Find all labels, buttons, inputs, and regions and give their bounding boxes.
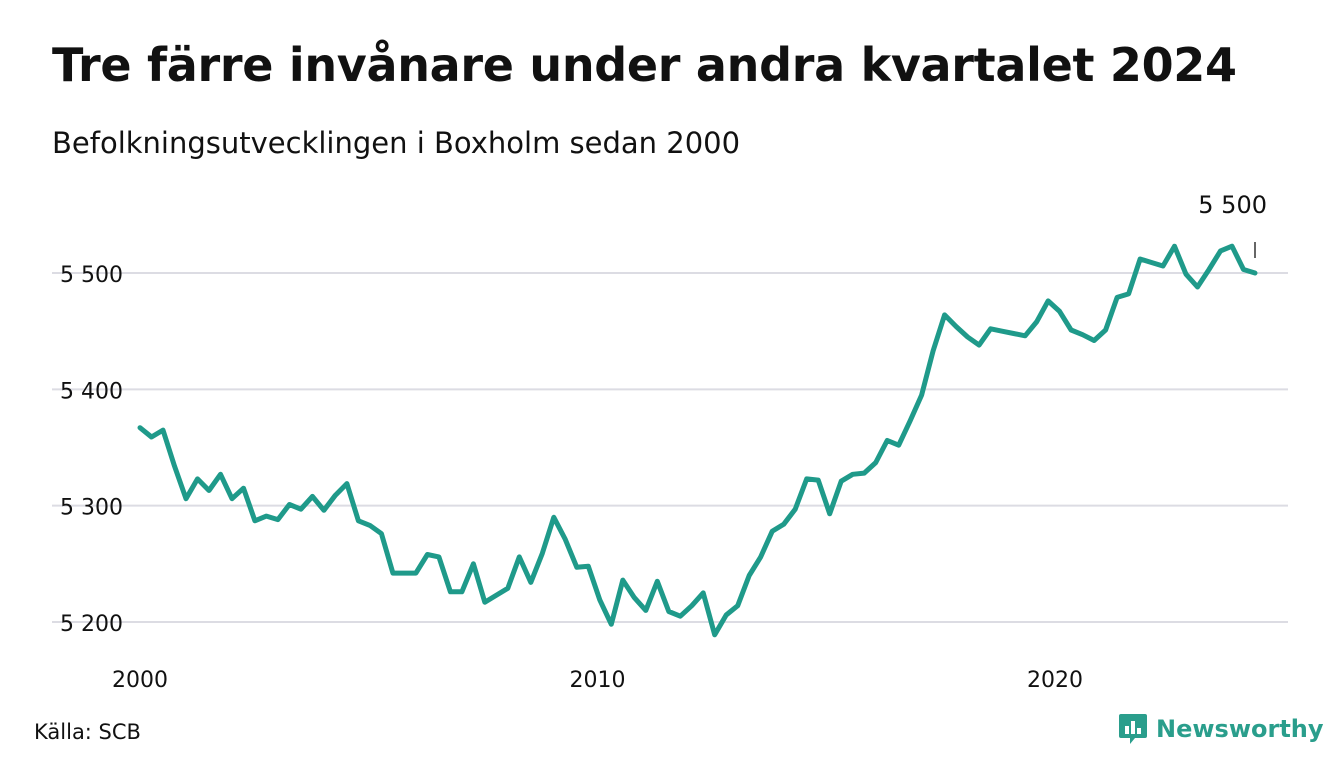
y-tick-label: 5 200 (60, 612, 123, 637)
x-tick-label: 2010 (570, 668, 626, 693)
gridlines (52, 272, 1288, 623)
bar-chart-icon (1119, 714, 1147, 744)
end-value-label: 5 500 (1198, 191, 1267, 219)
x-axis-ticks: 2000 2010 2020 (112, 668, 1083, 693)
series-layer (137, 243, 1258, 638)
source-note: Källa: SCB (34, 720, 141, 744)
x-tick-label: 2000 (112, 668, 168, 693)
chart-subtitle: Befolkningsutvecklingen i Boxholm sedan … (52, 126, 741, 160)
y-tick-label: 5 500 (60, 263, 123, 288)
newsworthy-logo: Newsworthy (1118, 712, 1324, 746)
chart-title: Tre färre invånare under andra kvartalet… (52, 38, 1237, 92)
brand-name: Newsworthy (1156, 715, 1324, 743)
x-tick-label: 2020 (1027, 668, 1083, 693)
y-axis-ticks: 5 200 5 300 5 400 5 500 (60, 263, 123, 637)
y-tick-label: 5 300 (60, 496, 123, 521)
y-tick-label: 5 400 (60, 379, 123, 404)
end-annotation: 5 500 (1198, 191, 1267, 258)
population-line (137, 243, 1258, 638)
